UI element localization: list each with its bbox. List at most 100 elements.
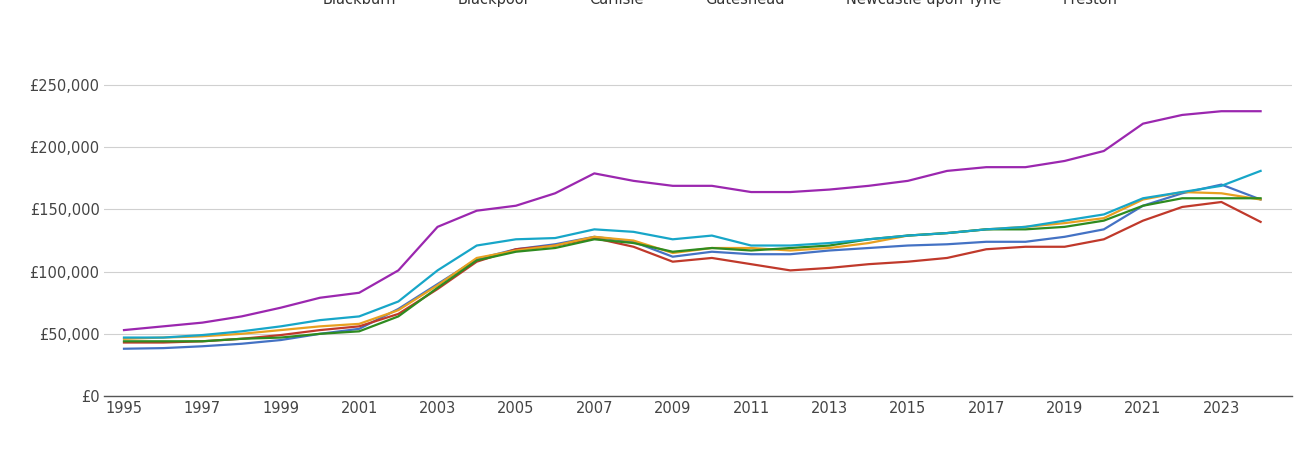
Blackburn (547, 242, 562, 247)
Gateshead (429, 285, 445, 291)
Gateshead (1135, 203, 1151, 208)
Carlisle (705, 245, 720, 251)
Blackburn (1057, 234, 1073, 239)
Newcastle upon Tyne (586, 171, 602, 176)
Blackpool (1214, 199, 1229, 205)
Newcastle upon Tyne (822, 187, 838, 192)
Preston (508, 237, 523, 242)
Gateshead (312, 331, 328, 337)
Preston (312, 317, 328, 323)
Carlisle (900, 233, 916, 238)
Newcastle upon Tyne (1135, 121, 1151, 126)
Newcastle upon Tyne (625, 178, 641, 184)
Preston (1253, 168, 1268, 174)
Newcastle upon Tyne (861, 183, 877, 189)
Blackburn (940, 242, 955, 247)
Preston (155, 335, 171, 340)
Blackpool (312, 328, 328, 333)
Preston (1214, 183, 1229, 189)
Blackburn (1096, 227, 1112, 232)
Blackpool (351, 324, 367, 329)
Newcastle upon Tyne (979, 164, 994, 170)
Newcastle upon Tyne (1057, 158, 1073, 164)
Gateshead (351, 328, 367, 334)
Preston (664, 237, 680, 242)
Preston (705, 233, 720, 238)
Blackburn (312, 331, 328, 337)
Newcastle upon Tyne (1018, 164, 1034, 170)
Carlisle (861, 240, 877, 246)
Carlisle (1214, 191, 1229, 196)
Carlisle (194, 333, 210, 339)
Blackpool (940, 255, 955, 261)
Blackburn (1174, 191, 1190, 196)
Preston (468, 243, 484, 248)
Preston (1018, 224, 1034, 230)
Blackpool (1018, 244, 1034, 249)
Carlisle (625, 238, 641, 243)
Gateshead (1057, 224, 1073, 230)
Blackburn (429, 281, 445, 287)
Gateshead (234, 336, 249, 342)
Blackburn (586, 234, 602, 239)
Blackburn (273, 338, 288, 343)
Blackpool (625, 244, 641, 249)
Carlisle (468, 255, 484, 261)
Preston (116, 335, 132, 340)
Carlisle (508, 248, 523, 253)
Carlisle (1018, 224, 1034, 230)
Blackpool (429, 286, 445, 292)
Blackpool (900, 259, 916, 265)
Blackburn (508, 247, 523, 252)
Carlisle (744, 245, 760, 251)
Blackburn (468, 256, 484, 262)
Gateshead (822, 243, 838, 248)
Blackburn (1135, 203, 1151, 208)
Newcastle upon Tyne (351, 290, 367, 296)
Preston (900, 233, 916, 238)
Gateshead (468, 258, 484, 263)
Newcastle upon Tyne (390, 268, 406, 273)
Newcastle upon Tyne (234, 314, 249, 319)
Newcastle upon Tyne (1096, 148, 1112, 154)
Line: Preston: Preston (124, 171, 1261, 338)
Carlisle (351, 321, 367, 327)
Newcastle upon Tyne (1253, 108, 1268, 114)
Preston (744, 243, 760, 248)
Gateshead (705, 245, 720, 251)
Blackpool (273, 333, 288, 338)
Blackburn (783, 252, 799, 257)
Blackpool (547, 243, 562, 248)
Preston (586, 227, 602, 232)
Newcastle upon Tyne (312, 295, 328, 301)
Preston (822, 240, 838, 246)
Newcastle upon Tyne (116, 328, 132, 333)
Blackpool (1135, 218, 1151, 223)
Gateshead (979, 227, 994, 232)
Gateshead (116, 338, 132, 344)
Carlisle (1057, 220, 1073, 226)
Blackpool (664, 259, 680, 265)
Blackpool (979, 247, 994, 252)
Gateshead (155, 338, 171, 344)
Blackpool (861, 261, 877, 267)
Gateshead (900, 233, 916, 238)
Blackburn (116, 346, 132, 351)
Newcastle upon Tyne (155, 324, 171, 329)
Blackpool (1174, 204, 1190, 210)
Preston (1057, 218, 1073, 223)
Carlisle (1174, 189, 1190, 195)
Preston (547, 235, 562, 241)
Newcastle upon Tyne (273, 305, 288, 310)
Carlisle (664, 250, 680, 256)
Gateshead (783, 245, 799, 251)
Line: Blackburn: Blackburn (124, 184, 1261, 349)
Blackburn (234, 341, 249, 346)
Gateshead (547, 245, 562, 251)
Preston (429, 268, 445, 273)
Newcastle upon Tyne (1214, 108, 1229, 114)
Gateshead (744, 248, 760, 253)
Blackburn (1253, 197, 1268, 202)
Blackburn (861, 245, 877, 251)
Gateshead (1018, 227, 1034, 232)
